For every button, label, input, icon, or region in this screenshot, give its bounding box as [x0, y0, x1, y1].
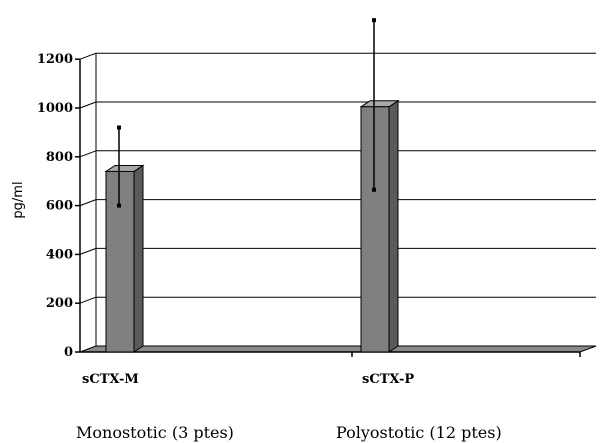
category-label-1: sCTX-P: [362, 372, 414, 387]
chart-floor: [79, 345, 597, 353]
grid-lines: [79, 52, 596, 304]
y-tick-label-1000: 1000: [37, 101, 73, 116]
category-label-0: sCTX-M: [82, 372, 139, 387]
bar-sCTX-P: [359, 99, 400, 353]
y-axis-label: pg/ml: [11, 181, 26, 218]
group-label-0: Monostotic (3 ptes): [76, 423, 234, 442]
y-tick-label-800: 800: [46, 150, 73, 165]
bar-sCTX-M: [104, 164, 145, 353]
y-tick-labels: 0 200 400 600 800 1000 1200: [37, 52, 73, 360]
y-tick-label-400: 400: [46, 247, 73, 262]
y-tick-label-600: 600: [46, 199, 73, 214]
group-label-1: Polyostotic (12 ptes): [336, 423, 502, 442]
bars: [104, 99, 400, 353]
y-tick-label-0: 0: [64, 345, 73, 360]
y-tick-label-1200: 1200: [37, 52, 73, 67]
error-bars: [117, 18, 376, 208]
axes: [75, 53, 597, 357]
error-bar-sCTX-M: [117, 125, 121, 208]
y-tick-label-200: 200: [46, 296, 73, 311]
error-bar-sCTX-P: [372, 18, 376, 192]
